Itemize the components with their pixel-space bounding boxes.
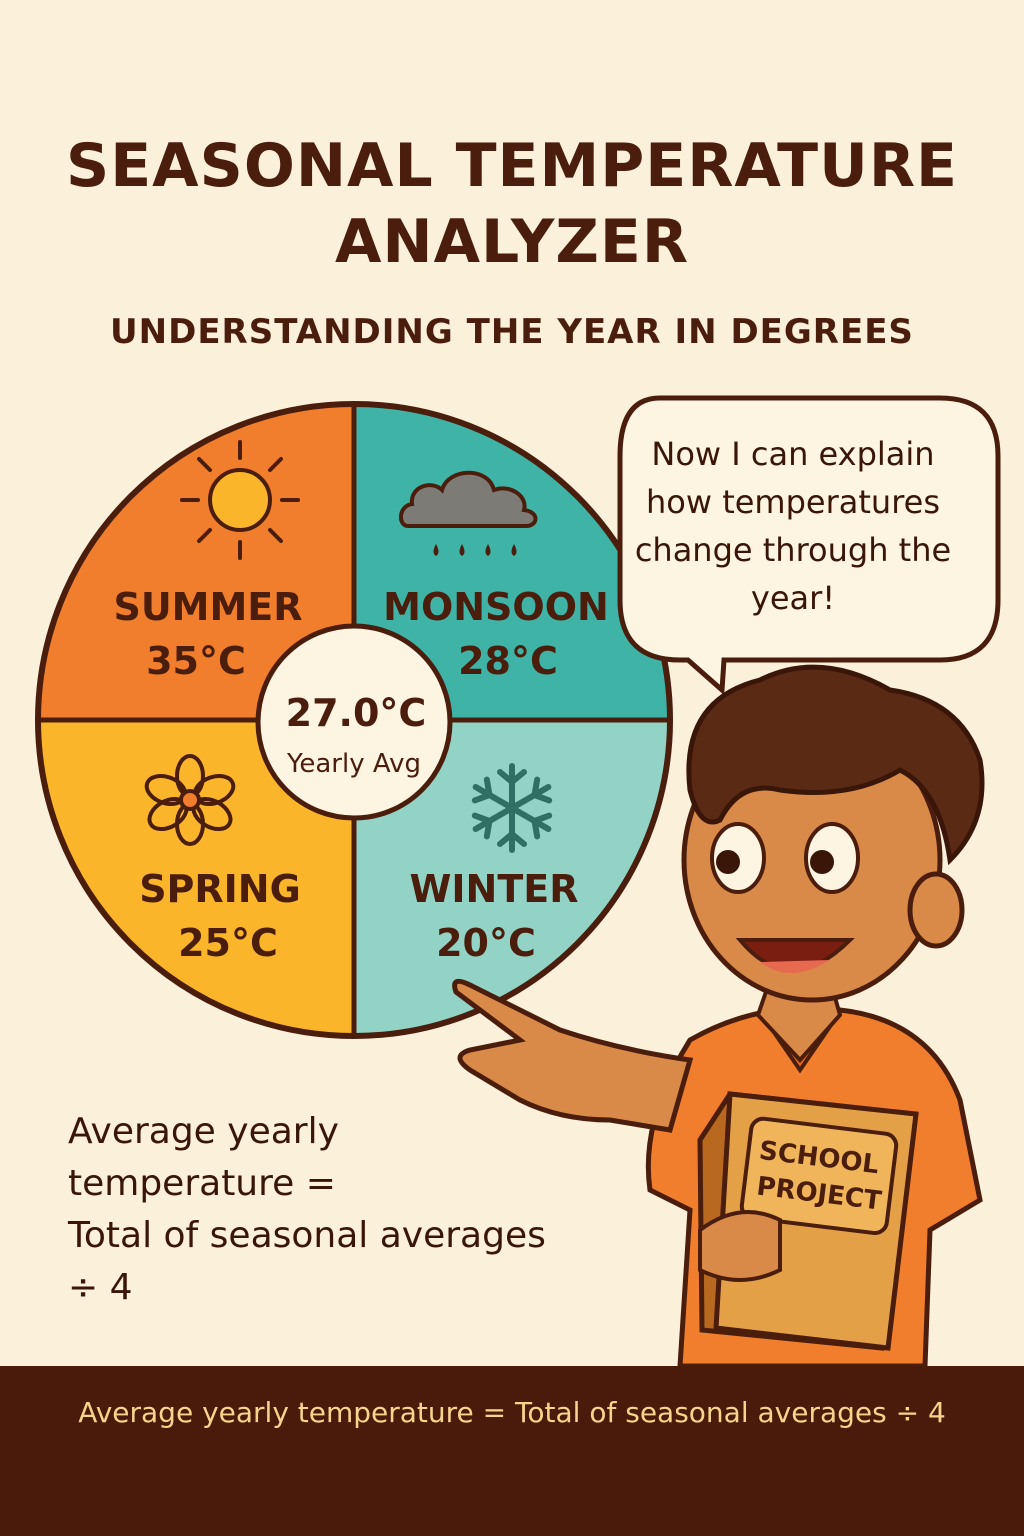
student-hair xyxy=(686,664,985,866)
center-average-value: 27.0°C xyxy=(286,691,427,735)
slice-value-spring: 25°C xyxy=(178,921,278,965)
sun-icon xyxy=(180,440,300,560)
footer-text: Average yearly temperature = Total of se… xyxy=(78,1396,946,1429)
formula-text: Average yearly temperature = Total of se… xyxy=(68,1106,588,1314)
center-circle xyxy=(255,623,453,821)
school-project-book: SCHOOL PROJECT xyxy=(697,1091,919,1351)
student-ear xyxy=(907,871,965,949)
slice-label-monsoon: MONSOON xyxy=(383,585,609,629)
pointing-arm xyxy=(452,978,694,1133)
formula-line-3: Total of seasonal averages xyxy=(68,1215,546,1256)
flower-icon xyxy=(144,754,236,846)
slice-label-winter: WINTER xyxy=(410,867,579,911)
title-line-1: SEASONAL TEMPERATURE xyxy=(65,131,959,201)
slice-value-winter: 20°C xyxy=(436,921,536,965)
holding-hand xyxy=(698,1210,782,1282)
page-subtitle: UNDERSTANDING THE YEAR IN DEGREES xyxy=(110,312,914,352)
formula-line-2: temperature = xyxy=(68,1163,336,1204)
page-title: SEASONAL TEMPERATURE ANALYZER xyxy=(0,128,1024,280)
slice-label-spring: SPRING xyxy=(139,867,301,911)
slice-value-monsoon: 28°C xyxy=(458,639,558,683)
title-line-2: ANALYZER xyxy=(334,207,690,277)
center-average-label: Yearly Avg xyxy=(286,749,421,779)
snowflake-icon xyxy=(470,763,555,850)
rain-cloud-icon xyxy=(399,470,538,556)
formula-line-1: Average yearly xyxy=(68,1111,339,1152)
pie-outline xyxy=(35,401,673,1039)
footer-bar xyxy=(0,1366,1024,1536)
slice-value-summer: 35°C xyxy=(146,639,246,683)
speech-bubble-text: Now I can explain how temperatures chang… xyxy=(634,435,952,617)
slice-label-summer: SUMMER xyxy=(113,585,302,629)
speech-bubble xyxy=(617,395,1001,696)
formula-line-4: ÷ 4 xyxy=(68,1267,133,1308)
